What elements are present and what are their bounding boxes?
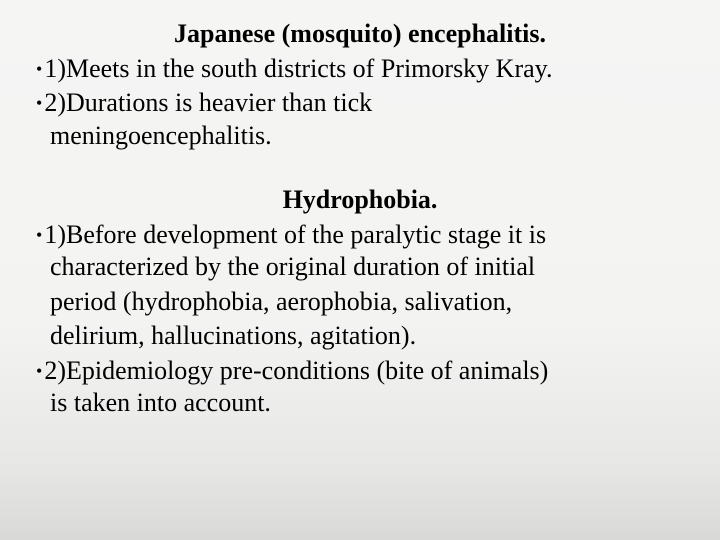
bullet-icon: • <box>36 226 44 244</box>
item-text-cont: period (hydrophobia, aerophobia, salivat… <box>36 286 684 319</box>
list-item: • 1) Meets in the south districts of Pri… <box>36 53 684 86</box>
item-number: 1) <box>44 219 66 252</box>
item-text-cont: characterized by the original duration o… <box>36 251 684 284</box>
section2-item-2: • 2) Epidemiology pre-conditions (bite o… <box>36 355 684 420</box>
bullet-icon: • <box>36 94 44 112</box>
list-item: • 1) Before development of the paralytic… <box>36 219 684 252</box>
slide-body: Japanese (mosquito) encephalitis. • 1) M… <box>0 0 720 420</box>
section-gap <box>36 154 684 184</box>
list-item: • 2) Durations is heavier than tick <box>36 87 684 120</box>
section1-item-1: • 1) Meets in the south districts of Pri… <box>36 53 684 86</box>
list-item: • 2) Epidemiology pre-conditions (bite o… <box>36 355 684 388</box>
item-text: Meets in the south districts of Primorsk… <box>66 53 552 86</box>
item-number: 2) <box>44 355 66 388</box>
section2-item-1: • 1) Before development of the paralytic… <box>36 219 684 353</box>
item-number: 1) <box>44 53 66 86</box>
item-number: 2) <box>44 87 66 120</box>
item-text: Epidemiology pre-conditions (bite of ani… <box>66 355 548 388</box>
item-text: Before development of the paralytic stag… <box>66 219 546 252</box>
section1-title: Japanese (mosquito) encephalitis. <box>36 18 684 51</box>
item-text-cont: delirium, hallucinations, agitation). <box>36 320 684 353</box>
bullet-icon: • <box>36 362 44 380</box>
item-text-cont: is taken into account. <box>36 387 684 420</box>
item-text: Durations is heavier than tick <box>66 87 372 120</box>
section2-title: Hydrophobia. <box>36 184 684 217</box>
section1-item-2: • 2) Durations is heavier than tick meni… <box>36 87 684 152</box>
item-text-cont: meningoencephalitis. <box>36 120 684 153</box>
bullet-icon: • <box>36 60 44 78</box>
